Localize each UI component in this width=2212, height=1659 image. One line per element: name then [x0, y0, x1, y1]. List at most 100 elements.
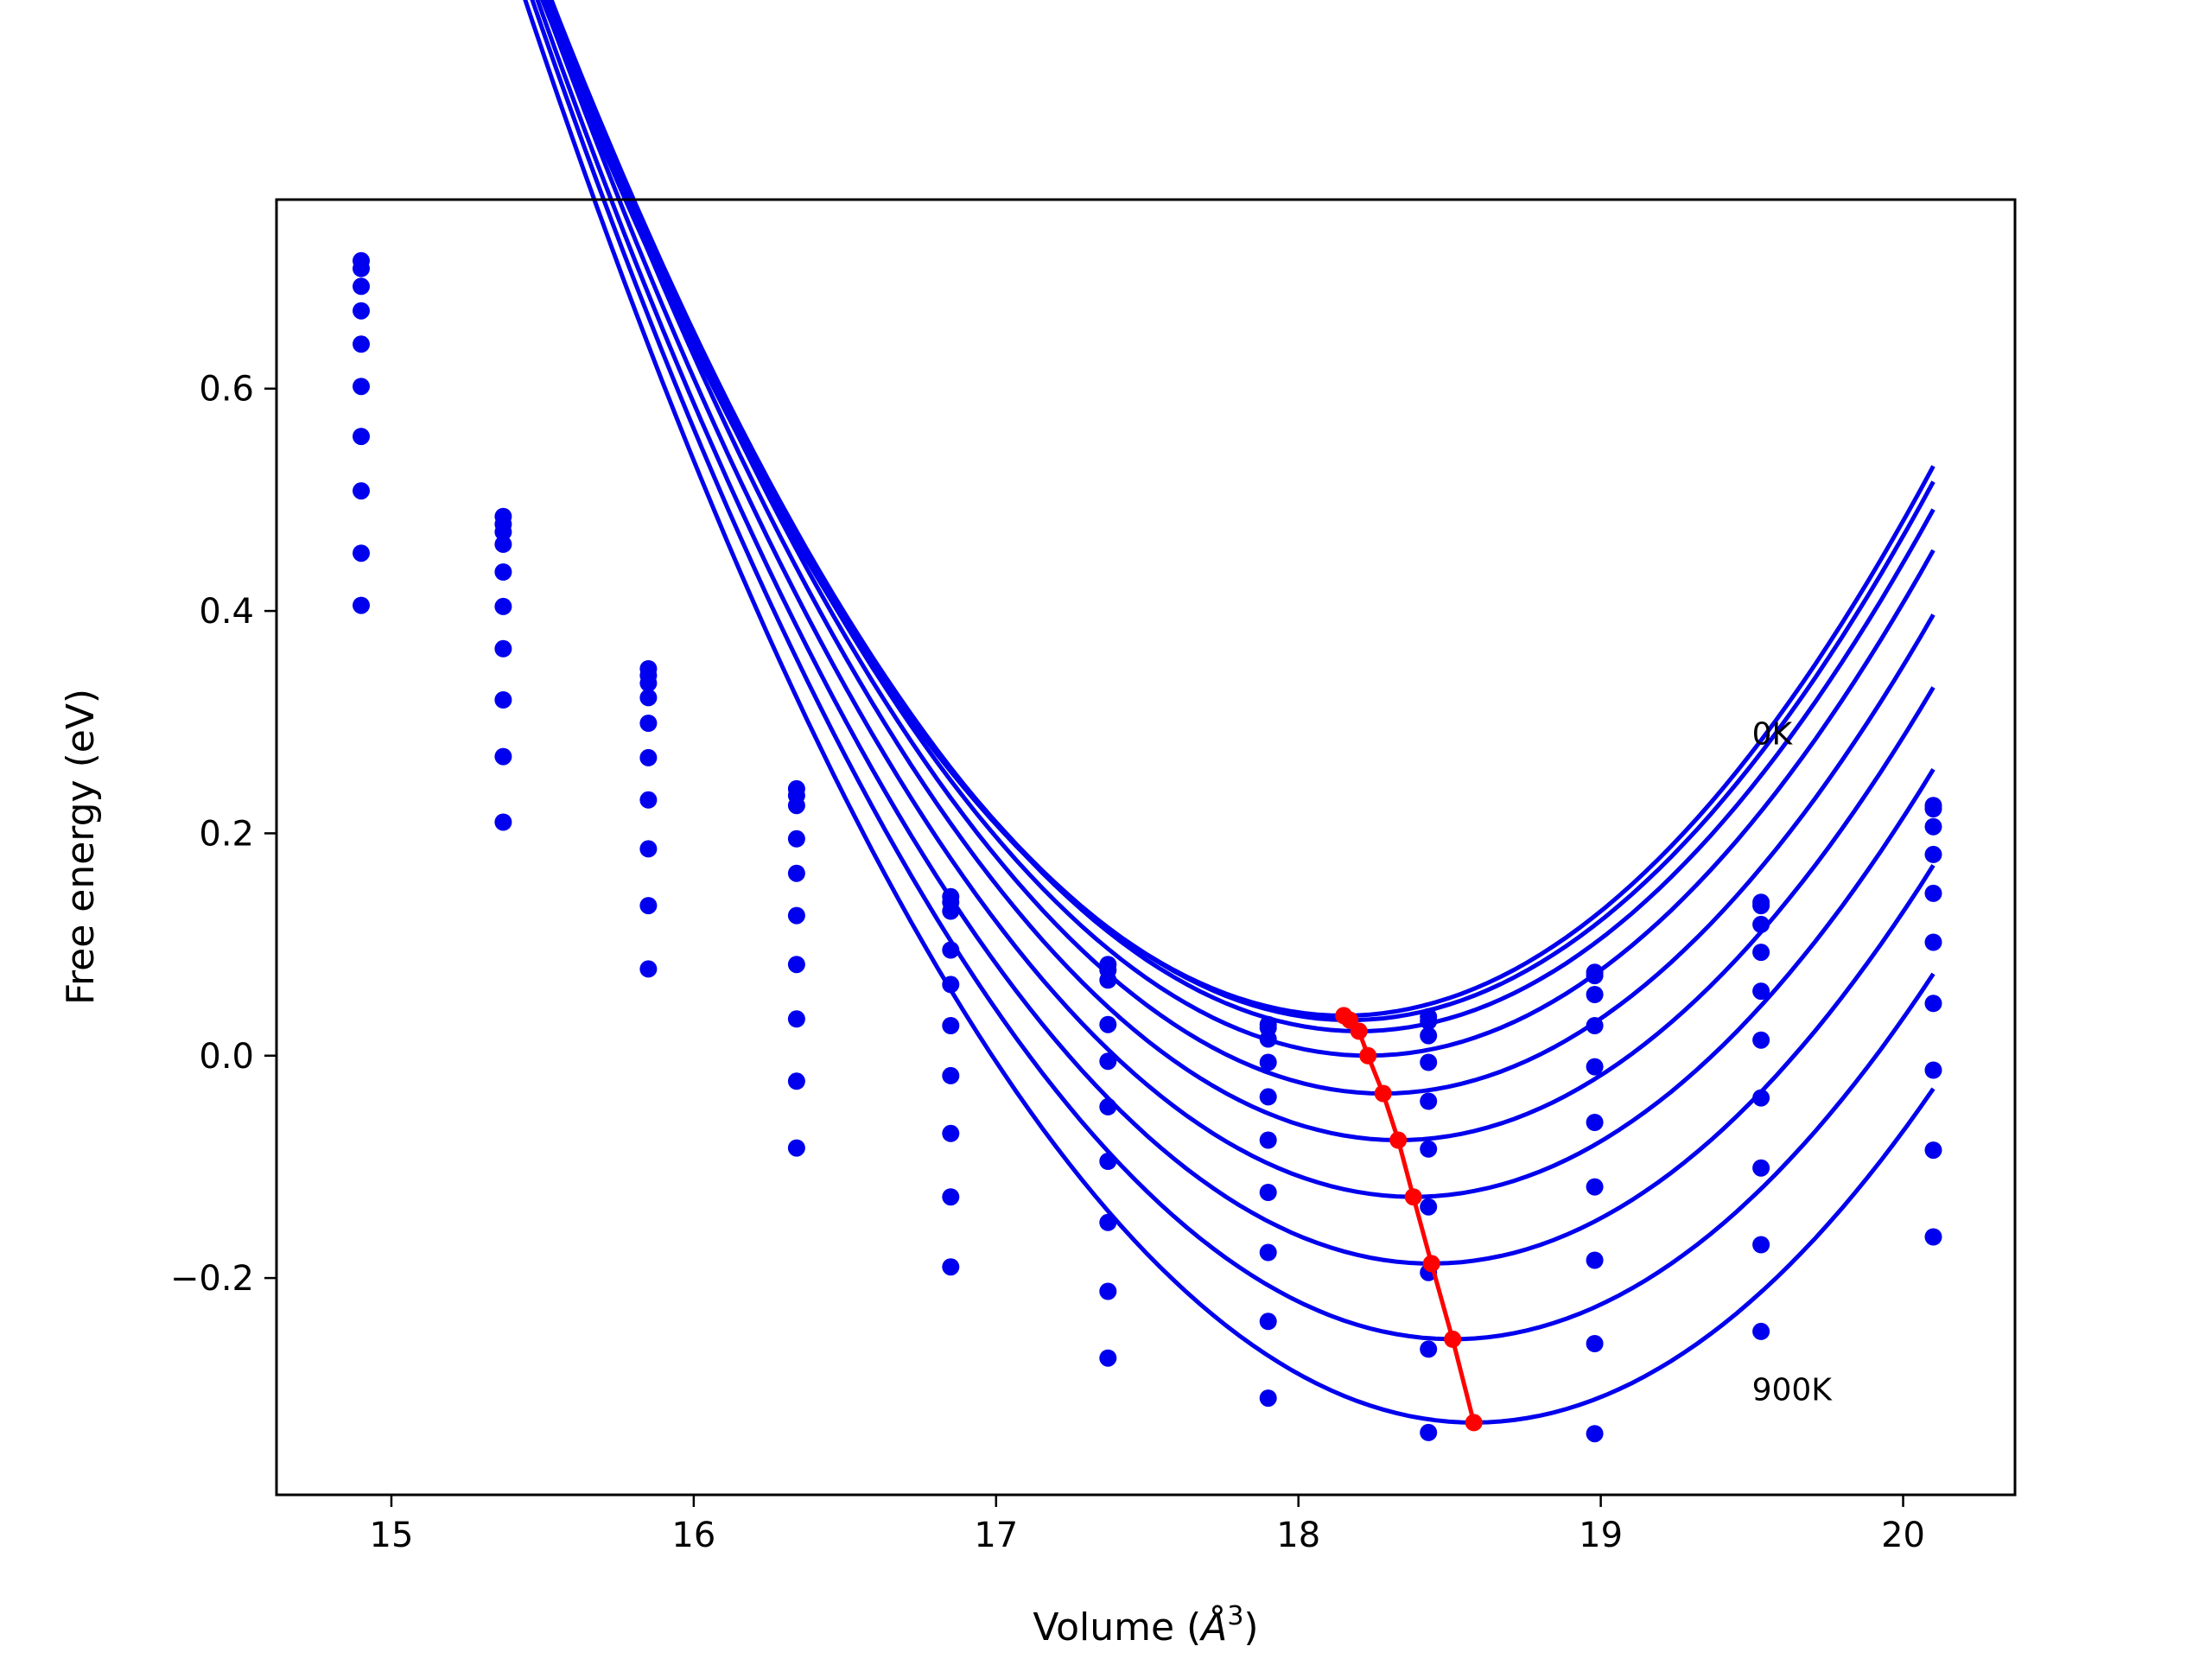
data-point-900K-5 — [1099, 1349, 1117, 1367]
data-point-700K-5 — [1099, 1213, 1117, 1231]
data-point-600K-6 — [1259, 1184, 1277, 1201]
data-point-200K-6 — [1259, 1030, 1277, 1048]
data-point-600K-4 — [942, 1066, 960, 1084]
data-point-300K-9 — [1752, 944, 1770, 962]
data-point-700K-2 — [639, 840, 658, 858]
data-point-500K-8 — [1586, 1114, 1604, 1131]
data-point-900K-0 — [353, 596, 370, 614]
data-point-300K-4 — [942, 941, 960, 959]
data-point-600K-3 — [787, 956, 805, 974]
data-point-200K-10 — [1924, 817, 1942, 836]
minimum-point-8 — [1444, 1330, 1462, 1348]
data-point-300K-7 — [1420, 1053, 1438, 1071]
data-point-800K-3 — [787, 1072, 805, 1090]
y-axis-ticks: −0.2 0.0 0.2 0.4 0.6 — [170, 370, 276, 1299]
data-point-600K-2 — [639, 791, 658, 809]
data-point-600K-9 — [1752, 1089, 1770, 1107]
data-point-300K-0 — [353, 302, 370, 320]
data-point-500K-1 — [494, 597, 512, 615]
data-point-400K-10 — [1924, 884, 1942, 902]
data-point-500K-3 — [787, 906, 805, 925]
data-point-400K-9 — [1752, 982, 1770, 1001]
x-tick-label: 18 — [1276, 1516, 1320, 1555]
minimum-point-3 — [1359, 1046, 1377, 1065]
data-point-900K-9 — [1752, 1322, 1770, 1340]
data-point-500K-7 — [1420, 1140, 1438, 1158]
minimum-point-4 — [1374, 1084, 1392, 1103]
data-point-700K-1 — [494, 691, 512, 709]
data-point-800K-6 — [1259, 1313, 1277, 1331]
data-point-200K-0 — [353, 277, 370, 296]
fit-curves — [523, 0, 1936, 1425]
data-point-800K-0 — [353, 544, 370, 563]
data-point-400K-4 — [942, 976, 960, 994]
data-point-100K-8 — [1586, 967, 1604, 985]
data-point-600K-5 — [1099, 1153, 1117, 1170]
data-point-400K-1 — [494, 563, 512, 581]
data-point-200K-2 — [639, 674, 658, 692]
x-tick-label: 16 — [671, 1516, 715, 1555]
x-tick-label: 15 — [370, 1516, 414, 1555]
data-point-100K-9 — [1752, 897, 1770, 915]
data-point-900K-8 — [1586, 1425, 1604, 1443]
data-point-400K-5 — [1099, 1052, 1117, 1071]
data-point-300K-10 — [1924, 845, 1942, 863]
data-point-200K-4 — [942, 902, 960, 920]
data-point-300K-1 — [494, 535, 512, 553]
data-point-300K-6 — [1259, 1053, 1277, 1071]
minimum-point-9 — [1465, 1414, 1483, 1432]
data-point-600K-1 — [494, 639, 512, 658]
data-point-200K-9 — [1752, 915, 1770, 933]
data-point-700K-6 — [1259, 1243, 1277, 1262]
fit-curve-400K — [549, 0, 1936, 1096]
y-tick-label: 0.6 — [199, 370, 254, 410]
data-point-900K-4 — [942, 1258, 960, 1276]
data-point-900K-6 — [1259, 1389, 1277, 1408]
data-point-600K-8 — [1586, 1178, 1604, 1196]
data-point-500K-9 — [1752, 1031, 1770, 1049]
data-point-400K-3 — [787, 864, 805, 882]
data-point-100K-7 — [1420, 1012, 1438, 1030]
data-point-600K-7 — [1420, 1198, 1438, 1216]
data-point-500K-10 — [1924, 933, 1942, 951]
annotation-900k: 900K — [1752, 1373, 1834, 1408]
data-point-900K-1 — [494, 813, 512, 831]
data-point-400K-8 — [1586, 1058, 1604, 1076]
fit-curve-900K — [523, 0, 1936, 1425]
data-point-400K-7 — [1420, 1092, 1438, 1110]
data-point-100K-0 — [353, 259, 370, 277]
data-point-800K-9 — [1752, 1236, 1770, 1254]
data-point-500K-4 — [942, 1017, 960, 1034]
minimum-point-6 — [1404, 1188, 1422, 1206]
data-point-500K-6 — [1259, 1131, 1277, 1149]
data-point-800K-4 — [942, 1188, 960, 1206]
data-point-700K-9 — [1752, 1159, 1770, 1177]
data-point-500K-5 — [1099, 1097, 1117, 1116]
data-point-300K-2 — [639, 689, 658, 707]
x-axis-title: Volume (Å3) — [1033, 1601, 1258, 1649]
data-point-800K-8 — [1586, 1335, 1604, 1352]
minimum-point-2 — [1350, 1022, 1368, 1040]
data-point-400K-2 — [639, 715, 658, 732]
data-point-700K-8 — [1586, 1251, 1604, 1269]
data-point-800K-1 — [494, 747, 512, 766]
data-point-900K-2 — [639, 960, 658, 978]
x-tick-label: 17 — [974, 1516, 1018, 1555]
data-point-200K-5 — [1099, 971, 1117, 989]
annotation-0k: 0K — [1752, 716, 1794, 752]
data-point-800K-10 — [1924, 1141, 1942, 1160]
y-tick-label: 0.4 — [199, 592, 254, 632]
fit-curve-500K — [546, 0, 1936, 1143]
minimum-point-5 — [1389, 1131, 1408, 1149]
data-point-700K-4 — [942, 1124, 960, 1142]
data-point-200K-3 — [787, 797, 805, 815]
x-axis-ticks: 15 16 17 18 19 20 — [370, 1495, 1925, 1555]
data-point-700K-3 — [787, 1010, 805, 1028]
fit-curve-800K — [530, 0, 1936, 1342]
minimum-point-7 — [1422, 1255, 1440, 1273]
data-point-200K-7 — [1420, 1027, 1438, 1045]
y-tick-label: 0.2 — [199, 814, 254, 854]
data-point-800K-7 — [1420, 1340, 1438, 1358]
